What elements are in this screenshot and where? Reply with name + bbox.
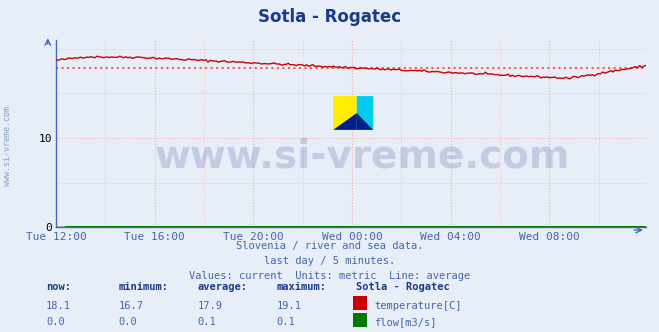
Polygon shape [357,113,374,130]
Text: 0.0: 0.0 [119,317,137,327]
Text: minimum:: minimum: [119,283,169,292]
Text: temperature[C]: temperature[C] [374,301,462,311]
Text: www.si-vreme.com: www.si-vreme.com [155,137,571,175]
Polygon shape [333,113,357,130]
Text: flow[m3/s]: flow[m3/s] [374,317,437,327]
Text: last day / 5 minutes.: last day / 5 minutes. [264,256,395,266]
Text: Sotla - Rogatec: Sotla - Rogatec [356,283,449,292]
Text: Slovenia / river and sea data.: Slovenia / river and sea data. [236,241,423,251]
Polygon shape [357,96,374,130]
Text: 19.1: 19.1 [277,301,302,311]
Text: maximum:: maximum: [277,283,327,292]
Text: 0.0: 0.0 [46,317,65,327]
Text: average:: average: [198,283,248,292]
Text: 18.1: 18.1 [46,301,71,311]
Text: www.si-vreme.com: www.si-vreme.com [3,106,13,186]
Polygon shape [333,96,357,130]
Text: 0.1: 0.1 [198,317,216,327]
Text: now:: now: [46,283,71,292]
Text: 0.1: 0.1 [277,317,295,327]
Text: Sotla - Rogatec: Sotla - Rogatec [258,8,401,26]
Text: Values: current  Units: metric  Line: average: Values: current Units: metric Line: aver… [189,271,470,281]
Text: 17.9: 17.9 [198,301,223,311]
Text: 16.7: 16.7 [119,301,144,311]
